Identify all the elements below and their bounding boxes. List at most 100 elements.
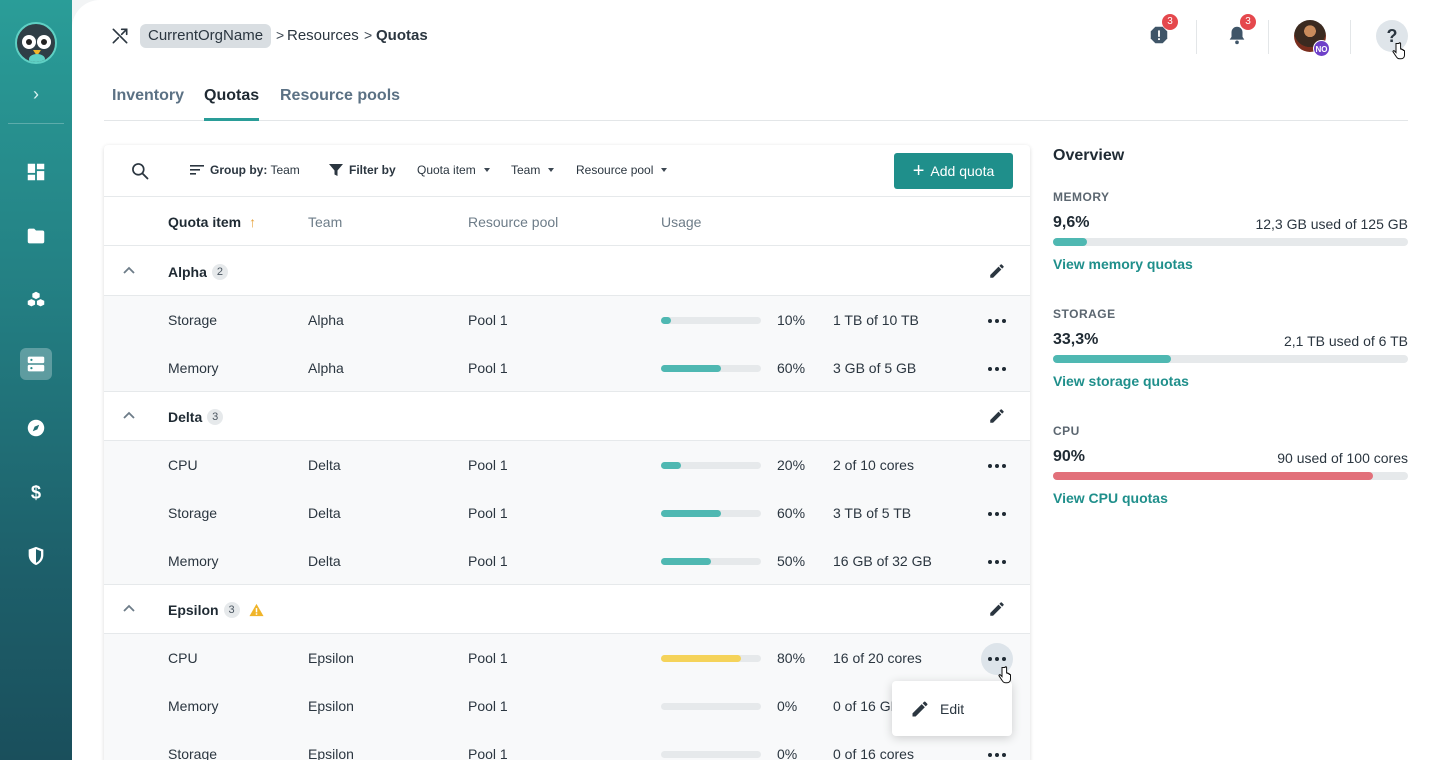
group-row-alpha[interactable]: Alpha 2: [104, 247, 1030, 296]
table-row[interactable]: Storage Epsilon Pool 1 0% 0 of 16 cores: [104, 730, 1030, 760]
more-actions-button[interactable]: [981, 643, 1013, 675]
overview-title: Overview: [1053, 147, 1125, 164]
table-row[interactable]: Storage Alpha Pool 1 10% 1 TB of 10 TB: [104, 296, 1030, 344]
more-actions-button[interactable]: [981, 450, 1013, 482]
breadcrumb-resources[interactable]: Resources: [287, 27, 359, 44]
pencil-icon[interactable]: [988, 600, 1006, 618]
usage-bar: [661, 462, 761, 469]
filter-quota-item-dropdown[interactable]: Quota item: [417, 163, 490, 177]
filter-resource-pool-dropdown[interactable]: Resource pool: [576, 163, 668, 177]
group-by-button[interactable]: Group by: Team: [190, 163, 300, 177]
table-row[interactable]: CPU Epsilon Pool 1 80% 16 of 20 cores: [104, 634, 1030, 682]
chevron-up-icon[interactable]: [122, 408, 136, 422]
header-divider: [1268, 20, 1269, 54]
avatar-initials: NO: [1313, 40, 1330, 57]
owl-logo[interactable]: [15, 22, 57, 64]
table-row[interactable]: CPU Delta Pool 1 20% 2 of 10 cores: [104, 441, 1030, 489]
cubes-icon[interactable]: [20, 284, 52, 316]
group-count-badge: 2: [211, 264, 228, 280]
overview-link[interactable]: View CPU quotas: [1053, 490, 1168, 506]
pool-cell: Pool 1: [468, 360, 508, 376]
filter-team-dropdown[interactable]: Team: [511, 163, 555, 177]
more-dots-icon: [988, 657, 1006, 661]
overview-link[interactable]: View memory quotas: [1053, 256, 1193, 272]
pencil-icon[interactable]: [988, 407, 1006, 425]
usage-amount: 3 GB of 5 GB: [833, 360, 917, 376]
caret-down-icon: [661, 168, 668, 172]
usage-bar-fill: [661, 462, 681, 469]
group-row-epsilon[interactable]: Epsilon 3: [104, 585, 1030, 634]
alerts-button[interactable]: 3: [1148, 14, 1178, 48]
help-button[interactable]: ?: [1376, 20, 1408, 52]
table-row[interactable]: Memory Alpha Pool 1 60% 3 GB of 5 GB: [104, 344, 1030, 392]
team-cell: Delta: [308, 457, 341, 473]
usage-percent: 50%: [777, 553, 806, 569]
main-area: CurrentOrgName > Resources > Quotas 3 3 …: [72, 0, 1440, 760]
overview-panel: Overview MEMORY 9,6% 12,3 GB used of 125 G…: [1053, 145, 1408, 506]
hand-cursor-icon: [1392, 42, 1405, 60]
more-actions-button[interactable]: [981, 353, 1013, 385]
table-header: Quota item ↑ Team Resource pool Usage: [104, 198, 1030, 246]
column-quota-item[interactable]: Quota item ↑: [168, 214, 256, 230]
sidebar: › $: [0, 0, 72, 760]
overview-link[interactable]: View storage quotas: [1053, 373, 1189, 389]
alert-octagon-icon: [1150, 26, 1168, 44]
overview-used: 2,1 TB used of 6 TB: [1283, 333, 1408, 349]
add-quota-button[interactable]: + Add quota: [894, 153, 1013, 189]
shield-icon[interactable]: [20, 540, 52, 572]
pencil-icon[interactable]: [988, 262, 1006, 280]
overview-used: 12,3 GB used of 125 GB: [1255, 216, 1408, 232]
overview-label: STORAGE: [1053, 307, 1116, 321]
breadcrumb-separator: >: [364, 27, 373, 43]
pencil-icon: [912, 700, 928, 716]
group-row-delta[interactable]: Delta 3: [104, 392, 1030, 441]
row-context-menu[interactable]: Edit: [892, 681, 1012, 736]
table-row[interactable]: Memory Epsilon Pool 1 0% 0 of 16 GB: [104, 682, 1030, 730]
column-usage[interactable]: Usage: [661, 214, 702, 230]
plus-icon: +: [912, 160, 925, 182]
sort-arrow-icon: ↑: [249, 214, 257, 230]
group-count-badge: 3: [207, 409, 224, 425]
breadcrumb-org[interactable]: CurrentOrgName: [140, 24, 272, 48]
dashboard-icon[interactable]: [20, 156, 52, 188]
more-actions-button[interactable]: [981, 498, 1013, 530]
table-row[interactable]: Storage Delta Pool 1 60% 3 TB of 5 TB: [104, 489, 1030, 537]
quota-item-cell: Storage: [168, 312, 218, 328]
tab-inventory[interactable]: Inventory: [112, 87, 185, 104]
overview-bar-fill: [1053, 238, 1088, 246]
breadcrumb-current: Quotas: [376, 27, 428, 44]
column-resource-pool[interactable]: Resource pool: [468, 214, 559, 230]
usage-bar: [661, 703, 761, 710]
more-actions-button[interactable]: [981, 739, 1013, 760]
column-team[interactable]: Team: [308, 214, 343, 230]
caret-down-icon: [548, 168, 555, 172]
expand-sidebar-icon[interactable]: ›: [33, 84, 39, 104]
usage-bar: [661, 751, 761, 758]
more-actions-button[interactable]: [981, 546, 1013, 578]
usage-bar: [661, 365, 761, 372]
more-dots-icon: [988, 560, 1006, 564]
resources-icon[interactable]: [20, 348, 52, 380]
quota-item-cell: CPU: [168, 457, 198, 473]
usage-percent: 0%: [777, 746, 798, 760]
dollar-icon[interactable]: $: [20, 476, 52, 508]
more-dots-icon: [988, 753, 1006, 757]
usage-percent: 20%: [777, 457, 806, 473]
tab-resource-pools[interactable]: Resource pools: [280, 87, 401, 104]
usage-amount: 3 TB of 5 TB: [833, 505, 912, 521]
more-actions-button[interactable]: [981, 305, 1013, 337]
usage-bar: [661, 317, 761, 324]
filter-by-button[interactable]: Filter by: [329, 163, 396, 177]
folder-icon[interactable]: [20, 220, 52, 252]
chevron-up-icon[interactable]: [122, 263, 136, 277]
tab-quotas[interactable]: Quotas: [204, 87, 260, 121]
search-icon[interactable]: [130, 161, 150, 181]
notifications-button[interactable]: 3: [1226, 14, 1256, 48]
compass-icon[interactable]: [20, 412, 52, 444]
edit-menu-item[interactable]: Edit: [940, 700, 965, 717]
shuffle-icon[interactable]: [110, 26, 130, 46]
table-row[interactable]: Memory Delta Pool 1 50% 16 GB of 32 GB: [104, 537, 1030, 585]
quota-item-cell: Memory: [168, 553, 219, 569]
chevron-up-icon[interactable]: [122, 601, 136, 615]
usage-percent: 10%: [777, 312, 806, 328]
